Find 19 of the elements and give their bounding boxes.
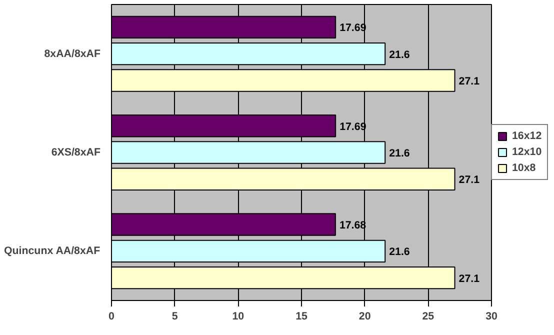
x-tick-label: 15 [296, 310, 308, 322]
legend-label: 12x10 [512, 146, 542, 158]
y-tick-label: 8xAA/8xAF [44, 48, 101, 60]
data-label: 27.1 [458, 75, 480, 88]
x-tick-label: 10 [232, 310, 244, 322]
data-label: 27.1 [458, 272, 480, 285]
data-label: 21.6 [389, 148, 410, 160]
y-tick-label: Quincunx AA/8xAF [4, 245, 101, 258]
x-tick-label: 30 [486, 310, 498, 322]
x-tick-label: 5 [172, 310, 178, 322]
x-tick-label: 20 [358, 310, 371, 322]
y-tick-label: 6XS/8xAF [51, 146, 101, 158]
data-label: 27.1 [458, 174, 480, 186]
x-tick-label: 0 [108, 310, 115, 322]
x-tick-label: 25 [422, 310, 434, 322]
data-label: 21.6 [389, 48, 410, 61]
legend-label: 10x8 [512, 162, 536, 174]
data-label: 21.6 [389, 246, 410, 258]
legend-label: 16x12 [512, 130, 542, 142]
